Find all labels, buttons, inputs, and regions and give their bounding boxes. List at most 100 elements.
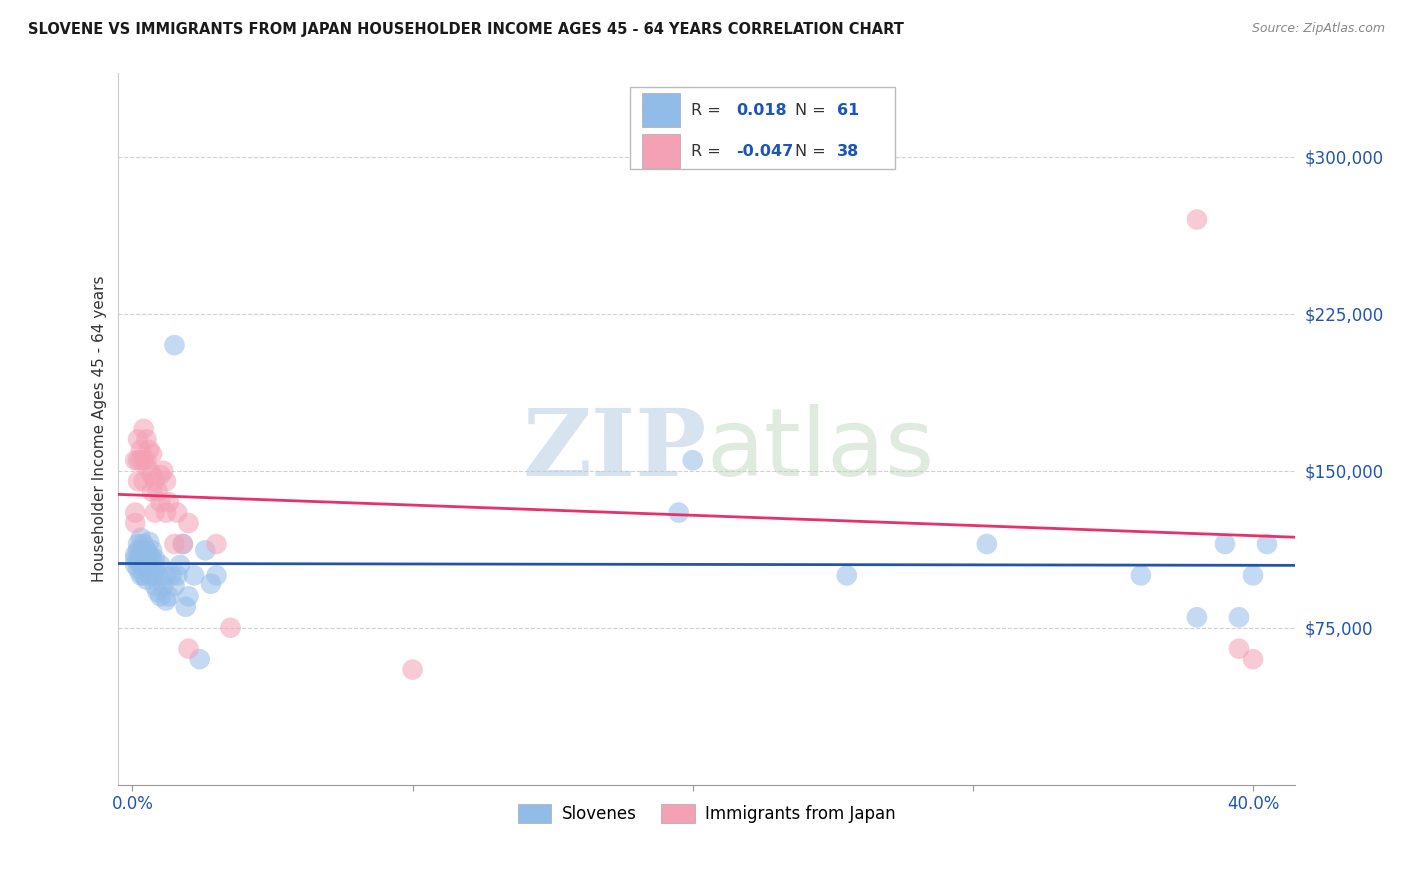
Point — [1213, 537, 1236, 551]
Point — [141, 551, 163, 566]
Point — [143, 506, 166, 520]
Point — [124, 558, 146, 572]
Point — [141, 467, 163, 482]
Point — [127, 453, 149, 467]
Point — [138, 442, 160, 457]
FancyBboxPatch shape — [630, 87, 896, 169]
Point — [163, 338, 186, 352]
Point — [138, 464, 160, 478]
Point — [1241, 652, 1264, 666]
Point — [155, 474, 177, 488]
Point — [132, 548, 155, 562]
Point — [177, 590, 200, 604]
Point — [172, 537, 194, 551]
Point — [127, 537, 149, 551]
Point — [129, 543, 152, 558]
Text: -0.047: -0.047 — [737, 144, 793, 159]
Point — [135, 433, 157, 447]
Y-axis label: Householder Income Ages 45 - 64 years: Householder Income Ages 45 - 64 years — [93, 276, 107, 582]
Text: R =: R = — [692, 103, 721, 118]
Point — [1185, 212, 1208, 227]
Point — [1185, 610, 1208, 624]
Point — [149, 590, 172, 604]
Point — [124, 551, 146, 566]
Point — [127, 551, 149, 566]
Point — [188, 652, 211, 666]
Point — [177, 516, 200, 530]
Point — [127, 543, 149, 558]
Point — [127, 562, 149, 576]
Point — [1227, 641, 1250, 656]
Point — [129, 551, 152, 566]
Point — [149, 558, 172, 572]
Point — [177, 641, 200, 656]
FancyBboxPatch shape — [643, 134, 679, 169]
Point — [143, 562, 166, 576]
Text: R =: R = — [692, 144, 721, 159]
Point — [166, 568, 188, 582]
Point — [135, 554, 157, 568]
Point — [152, 464, 174, 478]
Point — [129, 453, 152, 467]
Point — [155, 568, 177, 582]
Point — [138, 548, 160, 562]
Point — [668, 506, 690, 520]
Point — [976, 537, 998, 551]
Point — [172, 537, 194, 551]
Point — [146, 568, 169, 582]
Point — [138, 558, 160, 572]
Point — [174, 599, 197, 614]
Point — [138, 568, 160, 582]
Point — [149, 495, 172, 509]
Point — [141, 447, 163, 461]
Point — [682, 453, 704, 467]
Point — [146, 585, 169, 599]
Text: Source: ZipAtlas.com: Source: ZipAtlas.com — [1251, 22, 1385, 36]
Point — [129, 442, 152, 457]
Point — [124, 516, 146, 530]
Point — [141, 484, 163, 499]
Point — [152, 579, 174, 593]
Text: ZIP: ZIP — [523, 405, 707, 495]
Point — [205, 537, 228, 551]
Point — [124, 548, 146, 562]
Point — [194, 543, 217, 558]
Point — [157, 495, 180, 509]
Point — [143, 579, 166, 593]
Point — [155, 506, 177, 520]
Point — [143, 551, 166, 566]
Point — [129, 558, 152, 572]
Point — [132, 554, 155, 568]
Point — [1227, 610, 1250, 624]
Point — [135, 548, 157, 562]
Point — [166, 506, 188, 520]
Point — [1256, 537, 1278, 551]
Legend: Slovenes, Immigrants from Japan: Slovenes, Immigrants from Japan — [512, 797, 903, 830]
Text: 0.018: 0.018 — [737, 103, 787, 118]
Point — [141, 568, 163, 582]
Point — [219, 621, 242, 635]
Point — [124, 506, 146, 520]
Point — [127, 474, 149, 488]
Point — [169, 558, 191, 572]
Point — [138, 535, 160, 549]
Point — [132, 453, 155, 467]
Point — [132, 422, 155, 436]
Point — [157, 590, 180, 604]
Text: 61: 61 — [838, 103, 859, 118]
Text: atlas: atlas — [707, 404, 935, 496]
Text: SLOVENE VS IMMIGRANTS FROM JAPAN HOUSEHOLDER INCOME AGES 45 - 64 YEARS CORRELATI: SLOVENE VS IMMIGRANTS FROM JAPAN HOUSEHO… — [28, 22, 904, 37]
FancyBboxPatch shape — [643, 93, 679, 128]
Point — [135, 543, 157, 558]
Point — [155, 593, 177, 607]
Point — [132, 474, 155, 488]
Point — [183, 568, 205, 582]
Point — [135, 573, 157, 587]
Point — [141, 543, 163, 558]
Point — [160, 568, 183, 582]
Text: N =: N = — [794, 103, 825, 118]
Point — [146, 484, 169, 499]
Point — [1129, 568, 1152, 582]
Point — [835, 568, 858, 582]
Point — [143, 474, 166, 488]
